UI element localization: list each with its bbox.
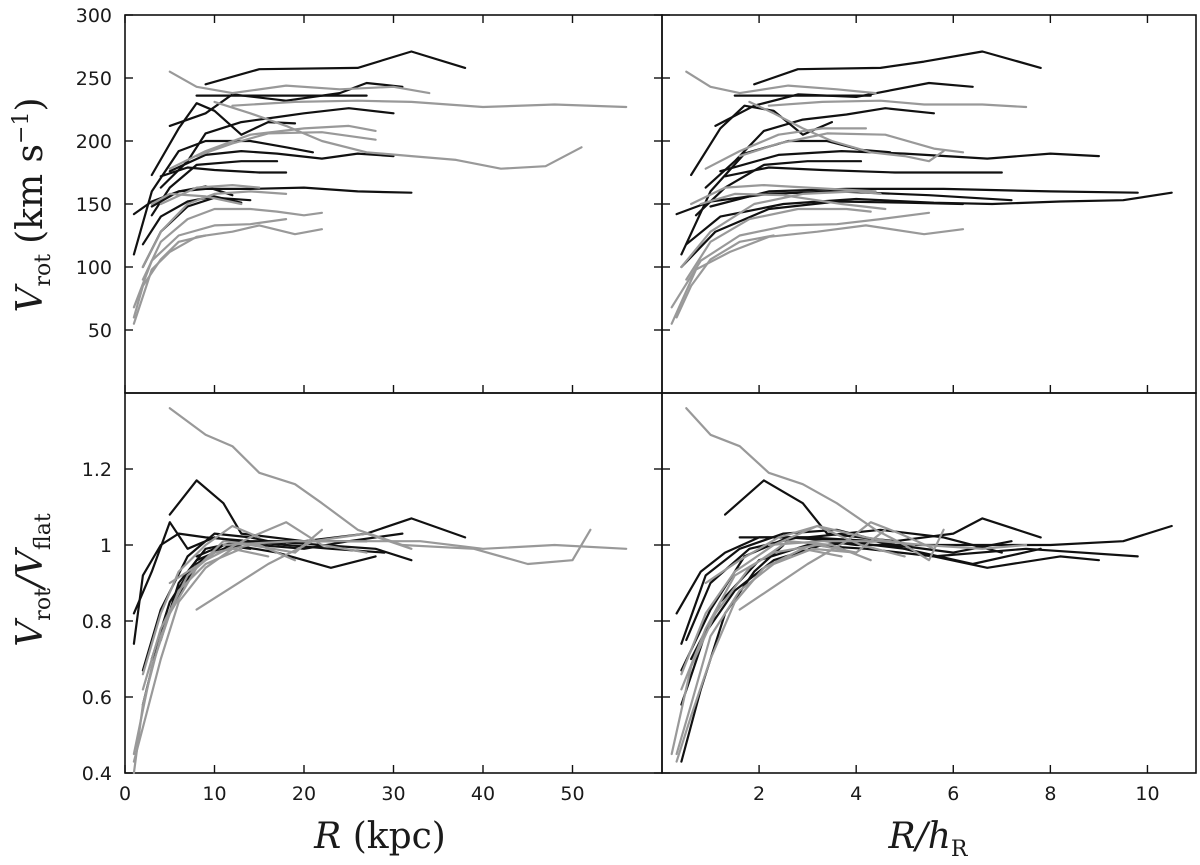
curve-top-right-gray-10 xyxy=(670,224,965,325)
curve-top-left-black-4 xyxy=(150,102,297,177)
curve-top-left-gray-9 xyxy=(132,218,288,309)
curve-top-right-gray-1 xyxy=(685,70,877,95)
curve-top-left-gray-3 xyxy=(213,100,583,170)
curve-top-right-gray-3 xyxy=(748,100,945,163)
y-tick-label-top-4: 250 xyxy=(76,68,112,90)
curve-top-right-gray-6 xyxy=(689,184,877,206)
curve-bottom-left-gray-1 xyxy=(168,407,592,566)
curve-top-right-black-13 xyxy=(680,200,965,269)
x-tick-label-left-2: 20 xyxy=(292,783,316,805)
y-tick-label-top-0: 50 xyxy=(88,320,112,342)
curves-layer xyxy=(132,50,1173,775)
curve-bottom-right-gray-7 xyxy=(675,547,843,763)
curve-top-right-gray-2 xyxy=(767,99,1028,109)
y-tick-label-bottom-0: 0.4 xyxy=(82,763,112,785)
x-axis-label-right: R/hR xyxy=(888,816,969,862)
curve-bottom-left-gray-8 xyxy=(132,547,243,775)
y-axis-label-top: Vrot(km s−1) xyxy=(9,97,56,312)
curve-bottom-right-gray-3 xyxy=(738,521,936,611)
curve-top-left-gray-12 xyxy=(150,192,243,206)
ticks-layer: 50 100 150 200 250 300 0.4 0.6 0.8 1 1.2 0 10 20 30 40 5… xyxy=(76,5,1160,805)
y-axis-label-bottom: Vrot/Vflat xyxy=(10,513,56,647)
curve-top-right-black-3 xyxy=(714,81,974,128)
curve-top-right-gray-4 xyxy=(704,127,868,170)
curve-bottom-right-gray-1 xyxy=(685,407,945,562)
curve-top-left-black-9 xyxy=(168,150,395,173)
curve-top-left-black-11 xyxy=(132,185,234,216)
curve-top-right-gray-8 xyxy=(685,207,872,281)
panel-bottom-left-frame xyxy=(124,392,663,774)
x-tick-label-right-1: 4 xyxy=(850,783,862,805)
x-tick-label-right-0: 2 xyxy=(753,783,765,805)
x-tick-label-left-5: 50 xyxy=(560,783,584,805)
curve-top-left-gray-6 xyxy=(159,184,261,206)
curve-bottom-left-black-2 xyxy=(132,532,368,645)
curve-top-right-black-5 xyxy=(704,107,936,189)
curve-top-left-black-8 xyxy=(159,166,261,178)
curve-bottom-right-gray-8 xyxy=(675,547,858,756)
x-axis-label-left: R (kpc) xyxy=(313,816,446,857)
curve-top-left-gray-7 xyxy=(141,190,288,269)
x-tick-label-left-0: 0 xyxy=(119,783,131,805)
curve-top-left-gray-2 xyxy=(231,99,628,109)
y-tick-label-top-2: 150 xyxy=(76,194,112,216)
y-tick-label-bottom-3: 1 xyxy=(100,535,112,557)
curve-top-right-gray-7 xyxy=(680,190,882,269)
curve-bottom-left-gray-9 xyxy=(141,524,261,676)
curve-top-left-gray-8 xyxy=(141,207,323,281)
panel-bottom-right-frame xyxy=(661,392,1197,774)
curve-top-left-black-5 xyxy=(159,107,395,189)
curve-top-right-black-9 xyxy=(719,150,1101,173)
y-tick-label-top-1: 100 xyxy=(76,257,112,279)
y-tick-label-bottom-4: 1.2 xyxy=(82,459,112,481)
curve-bottom-right-black-9 xyxy=(738,536,877,543)
curve-top-right-black-12 xyxy=(685,191,1173,246)
curve-bottom-left-gray-7 xyxy=(132,547,270,763)
curve-bottom-right-black-1 xyxy=(723,479,1042,543)
curve-top-right-gray-11 xyxy=(675,234,775,319)
curve-top-right-gray-5 xyxy=(738,132,965,158)
curve-top-right-gray-12 xyxy=(699,192,887,211)
y-tick-label-bottom-1: 0.6 xyxy=(82,687,112,709)
curve-top-left-gray-11 xyxy=(132,234,207,319)
curve-top-left-gray-1 xyxy=(168,70,431,95)
curve-top-right-black-4 xyxy=(689,104,834,177)
x-tick-label-left-4: 40 xyxy=(471,783,495,805)
curve-bottom-left-gray-5 xyxy=(141,528,323,691)
x-tick-label-right-4: 10 xyxy=(1135,783,1159,805)
x-tick-label-right-2: 6 xyxy=(947,783,959,805)
curve-top-left-black-1 xyxy=(204,50,467,86)
x-tick-label-left-1: 10 xyxy=(202,783,226,805)
curve-top-right-black-7 xyxy=(694,160,863,217)
x-tick-label-right-3: 8 xyxy=(1044,783,1056,805)
curve-bottom-right-gray-6 xyxy=(670,540,872,756)
curve-top-left-black-3 xyxy=(168,81,404,128)
curve-bottom-left-black-1 xyxy=(168,479,467,543)
curve-top-right-black-8 xyxy=(723,166,1003,178)
y-tick-label-top-3: 200 xyxy=(76,131,112,153)
curve-bottom-right-gray-4 xyxy=(704,524,906,585)
curve-top-left-black-6 xyxy=(132,139,314,256)
curve-bottom-right-black-3 xyxy=(680,528,1013,645)
curve-top-left-gray-5 xyxy=(195,131,377,158)
curve-top-right-black-1 xyxy=(753,50,1042,86)
curve-bottom-right-gray-9 xyxy=(680,524,916,676)
curve-top-right-gray-9 xyxy=(670,211,931,309)
y-tick-label-bottom-2: 0.8 xyxy=(82,611,112,633)
y-tick-label-top-5: 300 xyxy=(76,5,112,27)
curve-bottom-left-gray-2 xyxy=(222,540,628,550)
x-tick-label-left-3: 30 xyxy=(381,783,405,805)
panel-top-left-frame xyxy=(124,14,663,394)
